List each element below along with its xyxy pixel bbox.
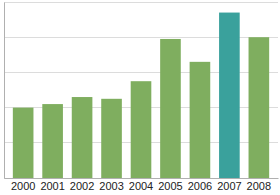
x-tick: 2000 [11, 178, 35, 192]
x-tick: 2007 [217, 178, 241, 192]
plot: 2000 2001 2002 2003 2004 2005 2006 2007 2008 [4, 2, 279, 192]
bar [190, 62, 211, 178]
bar [249, 37, 270, 178]
x-tick-label: 2000 [11, 180, 35, 192]
bars [13, 13, 269, 178]
grid [4, 2, 278, 178]
bar [72, 97, 93, 178]
bar [42, 104, 63, 178]
bar [101, 99, 122, 178]
x-tick: 2005 [158, 178, 182, 192]
x-tick-label: 2005 [158, 180, 182, 192]
bar [219, 13, 240, 178]
y-axis [4, 3, 6, 179]
x-tick-label: 2007 [217, 180, 241, 192]
x-axis: 2000 2001 2002 2003 2004 2005 2006 2007 2008 [5, 178, 279, 192]
x-tick-label: 2004 [129, 180, 153, 192]
bar [160, 39, 181, 178]
bar [13, 108, 34, 178]
x-tick-label: 2001 [40, 180, 64, 192]
x-tick-label: 2003 [99, 180, 123, 192]
x-tick: 2001 [40, 178, 64, 192]
bar [131, 81, 152, 178]
x-tick: 2004 [129, 178, 153, 192]
x-tick: 2006 [188, 178, 212, 192]
y-axis-line [4, 3, 5, 179]
x-tick-label: 2002 [70, 180, 94, 192]
x-tick: 2002 [70, 178, 94, 192]
x-tick: 2008 [247, 178, 271, 192]
chart: 2000 2001 2002 2003 2004 2005 2006 2007 2008 [0, 0, 280, 195]
x-tick-label: 2008 [247, 180, 271, 192]
x-tick: 2003 [99, 178, 123, 192]
grid-line [4, 2, 278, 3]
x-tick-label: 2006 [188, 180, 212, 192]
